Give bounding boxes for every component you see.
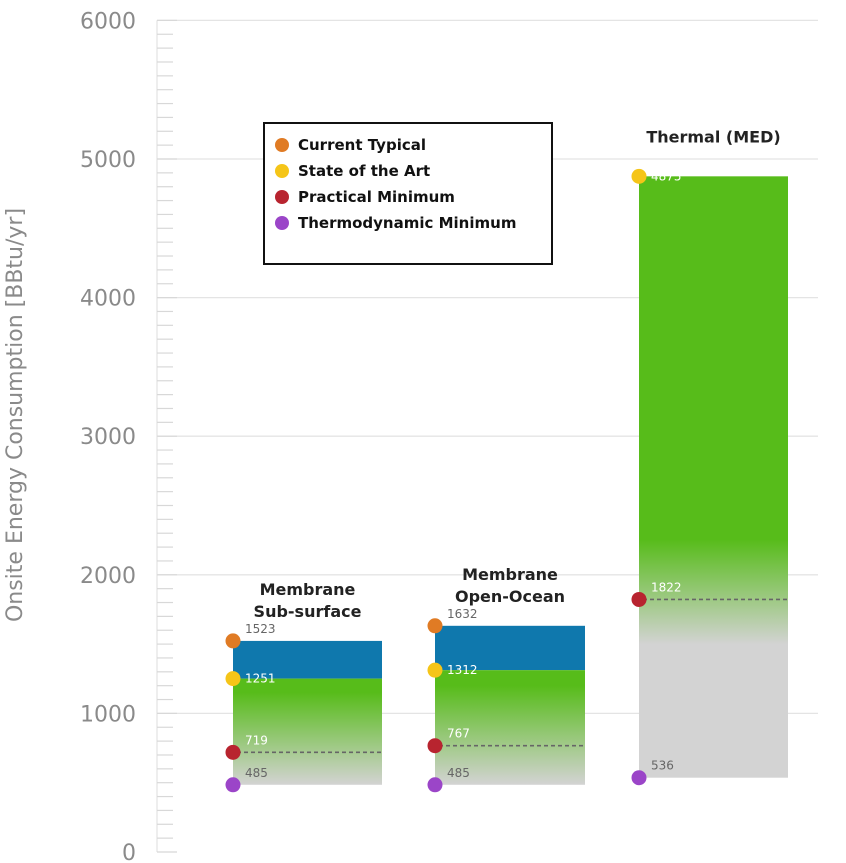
y-tick-label: 6000 xyxy=(80,9,136,34)
category-label: Open-Ocean xyxy=(455,587,565,606)
practical-minimum-value-label: 719 xyxy=(245,733,268,747)
legend-label: Practical Minimum xyxy=(298,188,455,206)
legend-box xyxy=(263,122,553,265)
thermodynamic-minimum-value-label: 485 xyxy=(245,766,268,780)
minor-ticks xyxy=(157,19,177,853)
y-tick-label: 5000 xyxy=(80,148,136,173)
practical-minimum-value-label: 1822 xyxy=(651,580,682,594)
category-label: Membrane xyxy=(260,580,356,599)
state-of-the-art-value-label: 4875 xyxy=(651,169,682,183)
legend-label: State of the Art xyxy=(298,162,430,180)
legend-marker xyxy=(275,190,289,204)
y-tick-label: 4000 xyxy=(80,287,136,312)
bar-sota-to-thermodynamic xyxy=(639,176,788,778)
legend-marker xyxy=(275,216,289,230)
state-of-the-art-marker xyxy=(225,671,241,687)
current-typical-marker xyxy=(427,618,443,634)
y-tick-label: 2000 xyxy=(80,564,136,589)
category-label: Sub-surface xyxy=(254,602,362,621)
legend-marker xyxy=(275,164,289,178)
bars xyxy=(233,176,788,785)
y-axis-label: Onsite Energy Consumption [BBtu/yr] xyxy=(3,208,28,622)
state-of-the-art-marker xyxy=(631,168,647,184)
current-typical-value-label: 1632 xyxy=(447,607,478,621)
thermodynamic-minimum-marker xyxy=(427,777,443,793)
legend: Current Typical State of the Art Practical… xyxy=(263,122,553,265)
category-label: Membrane xyxy=(462,565,558,584)
practical-minimum-marker xyxy=(225,744,241,760)
thermodynamic-minimum-marker xyxy=(631,770,647,786)
y-tick-label: 0 xyxy=(122,841,136,863)
practical-minimum-marker xyxy=(427,738,443,754)
bar-current-to-sota xyxy=(435,625,585,671)
state-of-the-art-value-label: 1312 xyxy=(447,663,478,677)
state-of-the-art-value-label: 1251 xyxy=(245,672,276,686)
current-typical-marker xyxy=(225,633,241,649)
thermodynamic-minimum-marker xyxy=(225,777,241,793)
practical-minimum-marker xyxy=(631,591,647,607)
legend-marker xyxy=(275,138,289,152)
category-labels: Membrane Sub-surface Membrane Open-Ocean The… xyxy=(254,127,781,621)
legend-label: Current Typical xyxy=(298,136,426,154)
markers: 1523 1251 719 485 1632 1312 767 485 4875 1822 536 xyxy=(225,168,682,793)
current-typical-value-label: 1523 xyxy=(245,622,276,636)
practical-minimum-value-label: 767 xyxy=(447,727,470,741)
bar-sota-to-thermodynamic xyxy=(435,670,585,785)
bar-sota-to-thermodynamic xyxy=(233,678,382,785)
y-tick-label: 3000 xyxy=(80,425,136,450)
thermodynamic-minimum-value-label: 485 xyxy=(447,766,470,780)
state-of-the-art-marker xyxy=(427,662,443,678)
thermodynamic-minimum-value-label: 536 xyxy=(651,759,674,773)
bar-current-to-sota xyxy=(233,640,382,679)
y-tick-labels: 0 1000 2000 3000 4000 5000 6000 xyxy=(80,9,136,863)
legend-label: Thermodynamic Minimum xyxy=(298,214,516,232)
y-tick-label: 1000 xyxy=(80,702,136,727)
category-label: Thermal (MED) xyxy=(646,127,780,146)
